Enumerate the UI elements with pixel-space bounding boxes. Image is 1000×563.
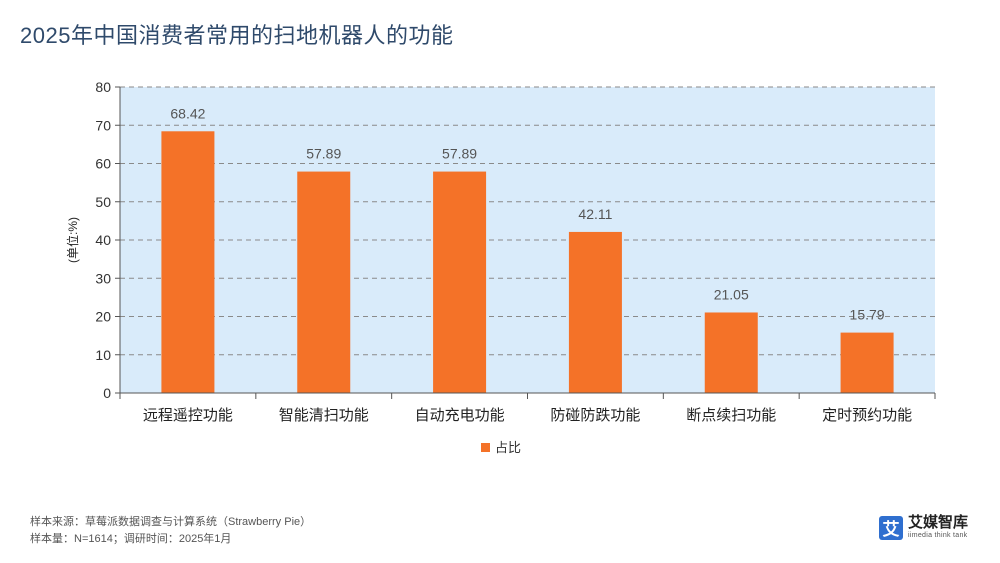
footer-source: 样本来源：草莓派数据调查与计算系统（Strawberry Pie） [30,516,312,528]
data-label: 68.42 [170,105,205,121]
x-tick-label: 远程遥控功能 [143,407,233,424]
x-tick-label: 自动充电功能 [415,407,505,424]
grid-lines [120,86,935,356]
y-tick-label: 20 [95,309,111,325]
legend-label: 占比 [495,440,521,455]
bar [161,131,215,393]
x-tick-label: 定时预约功能 [822,407,912,424]
bar [568,231,622,393]
y-tick-label: 30 [95,270,111,286]
y-axis-label: (单位:%) [65,217,80,263]
y-tick-label: 80 [95,79,111,95]
bar [704,312,758,393]
data-label: 57.89 [442,146,477,162]
page-title: 2025年中国消费者常用的扫地机器人的功能 [20,23,454,48]
bar [297,171,351,393]
legend-swatch [481,443,490,452]
logo-name: 艾媒智库 [908,514,969,531]
footer-sample: 样本量：N=1614；调研时间：2025年1月 [30,533,232,545]
logo-mark-icon: 艾 [879,515,903,540]
bar [433,171,487,393]
data-label: 15.79 [850,307,885,323]
axes: 0 10 20 30 40 50 60 70 80 远程遥控功能 智能清扫功能 自动充电功能 防碰防跌功… [95,79,936,424]
y-tick-label: 40 [95,232,111,248]
bars [161,131,894,393]
legend: 占比 [481,440,521,455]
y-tick-label: 10 [95,347,111,363]
y-tick-label: 70 [95,117,111,133]
y-tick-label: 50 [95,194,111,210]
data-label: 57.89 [306,146,341,162]
bar [840,332,894,393]
x-tick-label: 断点续扫功能 [686,407,776,424]
y-tick-label: 0 [103,385,111,401]
data-label: 42.11 [578,206,612,222]
logo-subtitle: iimedia think tank [908,532,968,539]
data-label: 21.05 [714,286,749,302]
data-labels: 68.42 57.89 57.89 42.11 21.05 15.79 [170,105,884,322]
brand-logo: 艾 艾媒智库 iimedia think tank [879,515,968,540]
x-tick-label: 防碰防跌功能 [550,407,640,424]
x-tick-label: 智能清扫功能 [279,406,369,424]
y-tick-label: 60 [95,156,111,172]
